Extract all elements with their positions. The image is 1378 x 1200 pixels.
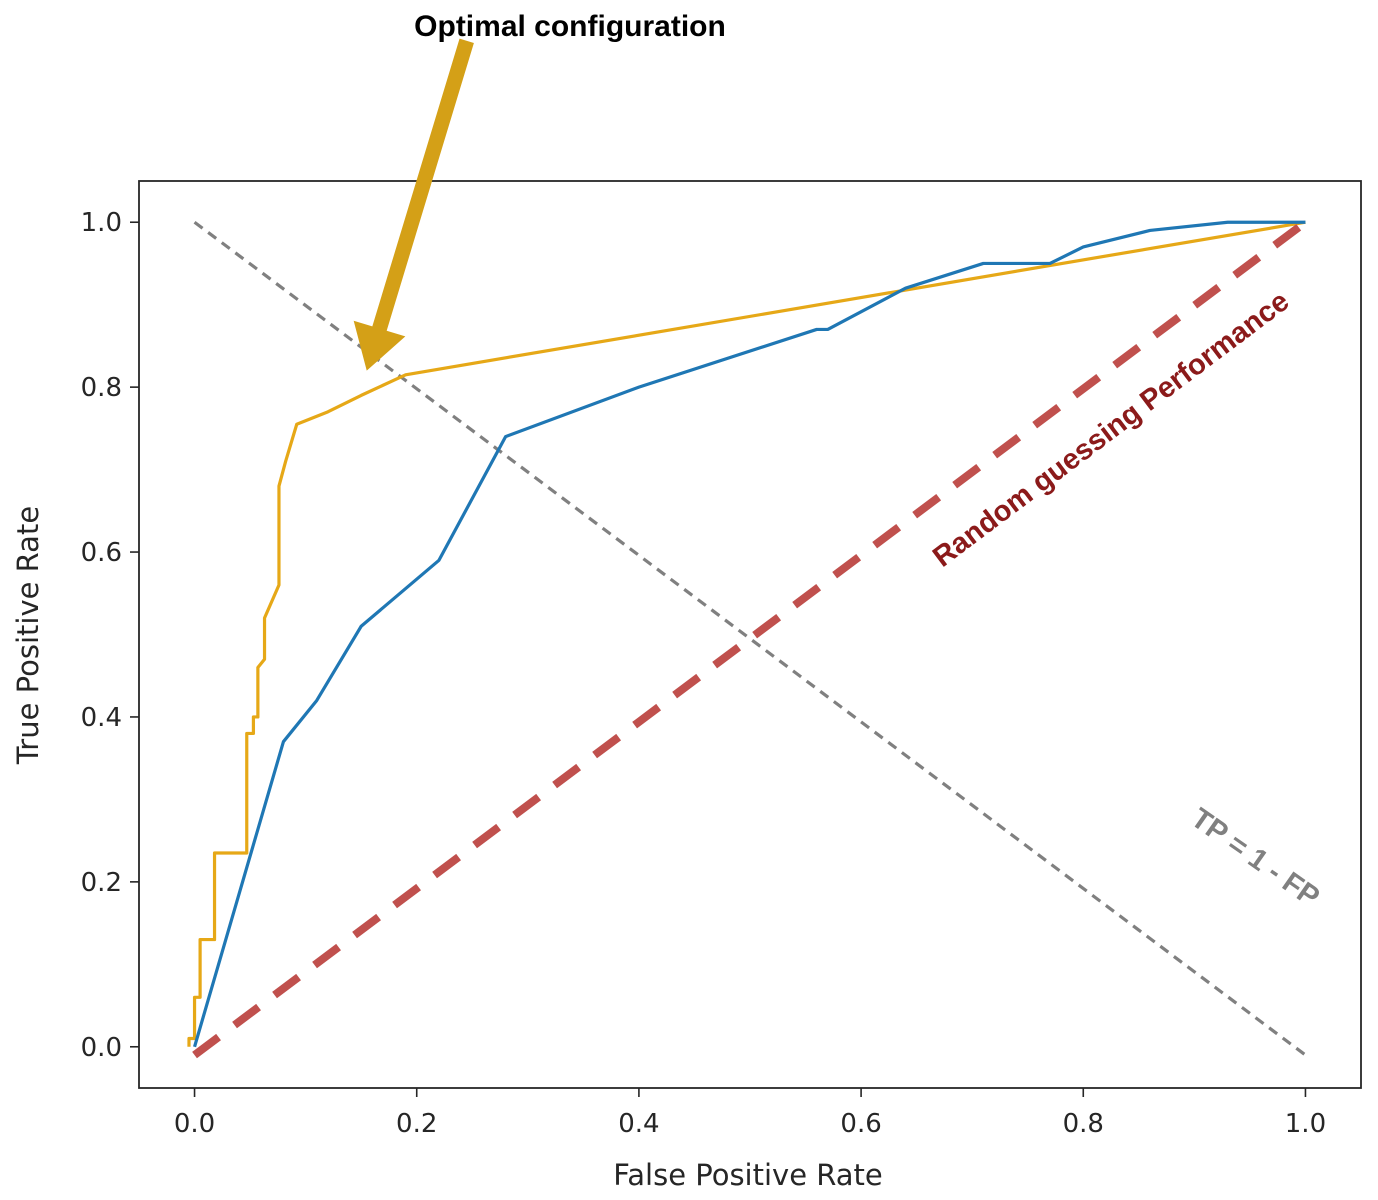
x-tick-label: 0.2: [396, 1109, 437, 1139]
y-tick-label: 0.4: [81, 703, 122, 733]
y-tick-label: 0.0: [81, 1033, 122, 1063]
plot-frame: [138, 180, 1362, 1089]
series-tp-equals-1-minus-fp: [193, 220, 1307, 1057]
optimal-config-arrow: [353, 38, 474, 371]
y-tick-label: 1.0: [81, 208, 122, 238]
x-axis-ticks: 0.0 0.2 0.4 0.6 0.8 1.0: [174, 1088, 1326, 1139]
series-orange-roc: [187, 220, 1306, 1047]
x-tick-label: 1.0: [1285, 1109, 1326, 1139]
plot-area: [138, 180, 1362, 1089]
x-tick-label: 0.8: [1063, 1109, 1104, 1139]
random-guess-label: Random guessing Performance: [927, 285, 1295, 573]
series-blue-roc: [193, 220, 1306, 1048]
y-tick-label: 0.2: [81, 868, 122, 898]
x-tick-label: 0.0: [174, 1109, 215, 1139]
x-tick-label: 0.4: [618, 1109, 659, 1139]
series-random-guessing: [192, 219, 1308, 1059]
y-axis-ticks: 0.0 0.2 0.4 0.6 0.8 1.0: [81, 208, 139, 1063]
tp-fp-label: TP = 1 - FP: [1185, 802, 1325, 913]
y-tick-label: 0.6: [81, 538, 122, 568]
y-tick-label: 0.8: [81, 373, 122, 403]
arrow-shape: [353, 38, 474, 371]
optimal-config-label: Optimal configuration: [414, 10, 726, 43]
x-tick-label: 0.6: [840, 1109, 881, 1139]
y-axis-label: True Positive Rate: [11, 506, 45, 765]
x-axis-label: False Positive Rate: [613, 1158, 883, 1192]
